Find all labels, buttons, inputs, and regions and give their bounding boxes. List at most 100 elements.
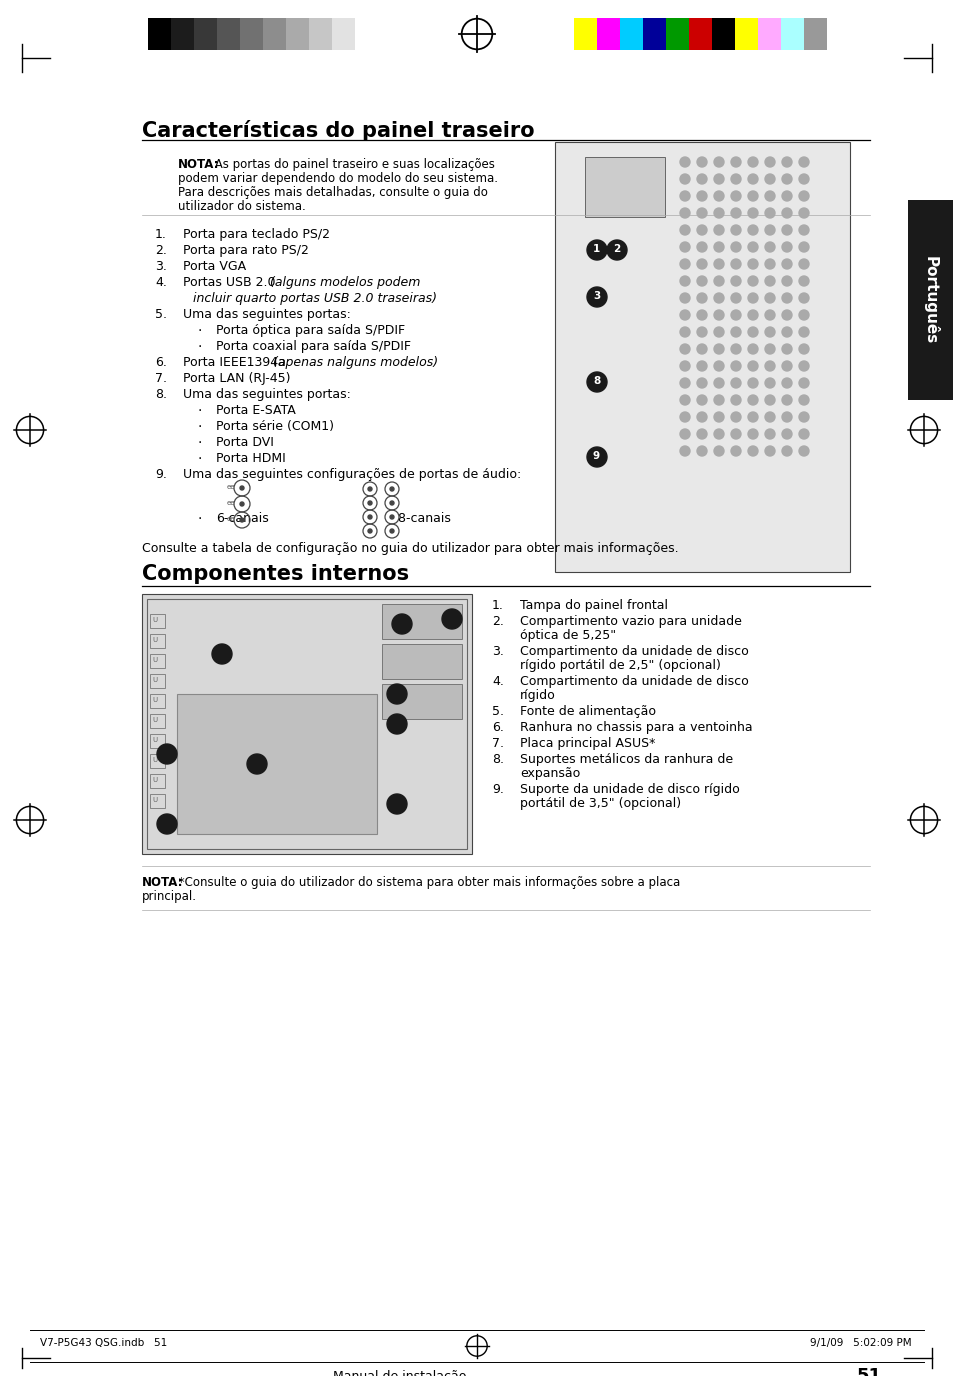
Circle shape (781, 310, 791, 321)
Circle shape (697, 293, 706, 303)
Circle shape (764, 327, 774, 337)
Text: 7: 7 (253, 758, 260, 768)
Text: 8.: 8. (154, 388, 167, 400)
Circle shape (697, 259, 706, 268)
Text: 2.: 2. (492, 615, 503, 627)
Circle shape (679, 259, 689, 268)
Text: Porta HDMI: Porta HDMI (215, 451, 286, 465)
Circle shape (799, 191, 808, 201)
Circle shape (730, 446, 740, 455)
Circle shape (764, 411, 774, 422)
Circle shape (730, 157, 740, 166)
Text: ·: · (198, 405, 202, 418)
Text: 4.: 4. (154, 277, 167, 289)
Circle shape (764, 429, 774, 439)
Bar (619, 18, 642, 50)
Circle shape (799, 277, 808, 286)
Text: Uma das seguintes portas:: Uma das seguintes portas: (183, 388, 351, 400)
Text: Fonte de alimentação: Fonte de alimentação (519, 705, 656, 718)
Circle shape (781, 226, 791, 235)
Text: ·: · (198, 436, 202, 450)
Circle shape (747, 157, 758, 166)
Text: Porta para teclado PS/2: Porta para teclado PS/2 (183, 228, 330, 241)
Circle shape (764, 242, 774, 252)
Text: Uma das seguintes portas:: Uma das seguintes portas: (183, 308, 351, 321)
Circle shape (713, 411, 723, 422)
Text: ·: · (198, 340, 202, 354)
Text: ·: · (198, 512, 202, 526)
Text: Consulte a tabela de configuração no guia do utilizador para obter mais informaç: Consulte a tabela de configuração no gui… (142, 542, 678, 555)
Text: Placa principal ASUS*: Placa principal ASUS* (519, 738, 655, 750)
Circle shape (747, 344, 758, 354)
Text: 4.: 4. (492, 676, 503, 688)
Circle shape (747, 208, 758, 217)
Text: 7.: 7. (154, 372, 167, 385)
Circle shape (697, 395, 706, 405)
Circle shape (799, 293, 808, 303)
Circle shape (679, 344, 689, 354)
Text: Compartimento da unidade de disco: Compartimento da unidade de disco (519, 676, 748, 688)
Circle shape (764, 259, 774, 268)
Circle shape (730, 310, 740, 321)
Circle shape (679, 327, 689, 337)
Text: (apenas nalguns modelos): (apenas nalguns modelos) (273, 356, 437, 369)
Circle shape (392, 614, 412, 634)
Circle shape (713, 361, 723, 372)
Text: 6.: 6. (492, 721, 503, 733)
Bar (193, 18, 216, 50)
Text: ee: ee (227, 499, 235, 506)
Circle shape (679, 208, 689, 217)
Circle shape (781, 173, 791, 184)
Circle shape (781, 429, 791, 439)
Circle shape (781, 327, 791, 337)
Circle shape (713, 157, 723, 166)
Circle shape (697, 429, 706, 439)
Circle shape (679, 429, 689, 439)
Text: Características do painel traseiro: Características do painel traseiro (142, 120, 534, 140)
Circle shape (799, 327, 808, 337)
Circle shape (586, 288, 606, 307)
Circle shape (713, 446, 723, 455)
Text: Porta óptica para saída S/PDIF: Porta óptica para saída S/PDIF (215, 323, 405, 337)
Text: 5.: 5. (492, 705, 503, 718)
Circle shape (713, 226, 723, 235)
Bar (574, 18, 597, 50)
Circle shape (387, 714, 407, 733)
Circle shape (730, 378, 740, 388)
Text: Compartimento vazio para unidade: Compartimento vazio para unidade (519, 615, 741, 627)
Circle shape (781, 344, 791, 354)
Text: principal.: principal. (142, 890, 196, 903)
Text: 2: 2 (613, 244, 619, 255)
Circle shape (764, 395, 774, 405)
Circle shape (679, 226, 689, 235)
Text: NOTA:: NOTA: (142, 877, 183, 889)
Bar (381, 644, 461, 678)
Circle shape (697, 378, 706, 388)
Circle shape (730, 411, 740, 422)
Text: 8.: 8. (492, 753, 503, 766)
Circle shape (781, 395, 791, 405)
Circle shape (247, 754, 267, 773)
Circle shape (679, 293, 689, 303)
Circle shape (586, 372, 606, 392)
Text: rígido: rígido (519, 689, 556, 702)
Text: ee: ee (227, 516, 235, 522)
Text: Portas USB 2.0: Portas USB 2.0 (183, 277, 279, 289)
Circle shape (730, 429, 740, 439)
Circle shape (679, 157, 689, 166)
Circle shape (730, 277, 740, 286)
Circle shape (747, 361, 758, 372)
Bar (642, 18, 665, 50)
Circle shape (679, 446, 689, 455)
Text: Porta série (COM1): Porta série (COM1) (215, 420, 334, 433)
Circle shape (730, 293, 740, 303)
Text: ·: · (198, 420, 202, 433)
Circle shape (679, 395, 689, 405)
Circle shape (713, 277, 723, 286)
Circle shape (697, 361, 706, 372)
Bar (150, 674, 165, 688)
Text: 6-canais: 6-canais (215, 512, 269, 526)
Text: 7.: 7. (492, 738, 503, 750)
Text: 2.: 2. (154, 244, 167, 257)
Circle shape (390, 501, 394, 505)
